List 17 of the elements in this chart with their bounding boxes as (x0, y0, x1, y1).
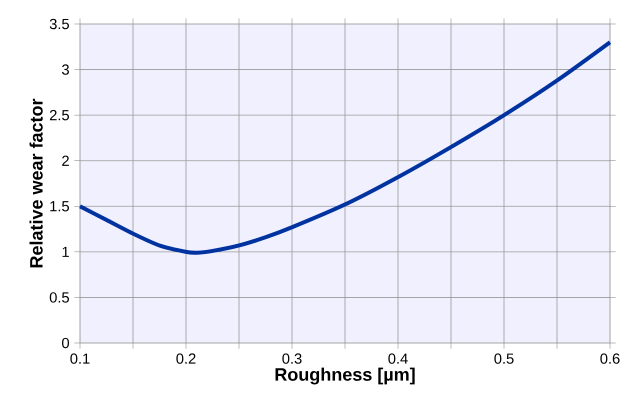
y-tick-label: 2 (62, 156, 69, 166)
y-tick-label: 3.5 (50, 18, 69, 30)
x-tick-label: 0.4 (388, 353, 408, 364)
y-tick-label: 3 (62, 64, 69, 75)
x-tick-label: 0.3 (282, 353, 302, 364)
y-tick-label: 1.5 (50, 201, 69, 212)
x-tick-label: 0.2 (176, 353, 196, 364)
x-tick-label: 0.1 (70, 353, 90, 364)
y-tick-label: 0 (62, 338, 70, 348)
y-tick-label: 2.5 (50, 110, 69, 120)
y-tick-label: 0.5 (50, 292, 69, 303)
x-axis-title: Roughness [µm] (276, 368, 415, 384)
line-series (78, 40, 612, 255)
y-tick-label: 1 (62, 246, 69, 257)
y-axis-title: Relative wear factor (30, 98, 43, 268)
x-tick-label: 0.5 (494, 353, 514, 364)
x-tick-label: 0.6 (600, 353, 620, 364)
